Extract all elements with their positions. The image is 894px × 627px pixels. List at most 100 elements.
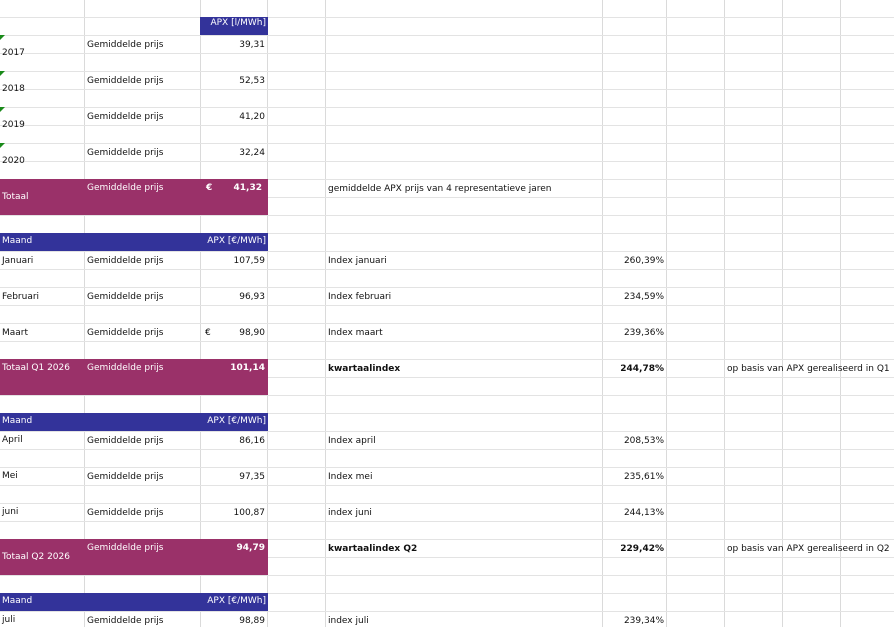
total-value[interactable]: 41,32	[233, 183, 262, 193]
avg-price-label[interactable]: Gemiddelde prijs	[87, 328, 164, 338]
total-label[interactable]: Totaal	[2, 192, 29, 202]
row-divider	[0, 377, 894, 378]
quarter-note[interactable]: op basis van APX gerealiseerd in Q2	[727, 544, 890, 554]
index-label[interactable]: Index januari	[328, 256, 387, 266]
month-cell[interactable]: April	[2, 435, 23, 445]
avg-price-label[interactable]: Gemiddelde prijs	[87, 256, 164, 266]
avg-price-value[interactable]: 39,31	[239, 40, 265, 50]
avg-price-value[interactable]: 32,24	[239, 148, 265, 158]
column-divider	[325, 0, 326, 627]
row-divider	[0, 197, 894, 198]
total-value[interactable]: 94,79	[236, 543, 265, 553]
year-cell[interactable]: 2020	[2, 156, 25, 166]
total-desc[interactable]: Gemiddelde prijs	[87, 543, 164, 553]
avg-price-value[interactable]: 86,16	[239, 436, 265, 446]
index-label[interactable]: Index februari	[328, 292, 392, 302]
index-label[interactable]: index juli	[328, 616, 369, 626]
month-cell[interactable]: Maart	[2, 328, 29, 338]
avg-price-label[interactable]: Gemiddelde prijs	[87, 508, 164, 518]
avg-price-label[interactable]: Gemiddelde prijs	[87, 616, 164, 626]
avg-price-label[interactable]: Gemiddelde prijs	[87, 76, 164, 86]
column-divider	[724, 0, 725, 627]
row-divider	[0, 593, 894, 594]
month-header[interactable]: Maand	[2, 416, 33, 426]
row-divider	[0, 143, 894, 144]
total-desc[interactable]: Gemiddelde prijs	[87, 183, 164, 193]
error-indicator-icon	[0, 35, 5, 40]
row-divider	[0, 215, 894, 216]
avg-price-value[interactable]: 98,90	[239, 328, 265, 338]
total-label[interactable]: Totaal Q2 2026	[2, 552, 70, 562]
avg-price-label[interactable]: Gemiddelde prijs	[87, 292, 164, 302]
q2-header-band	[0, 413, 268, 431]
row-divider	[0, 575, 894, 576]
quarter-index-label[interactable]: kwartaalindex Q2	[328, 544, 418, 554]
index-value[interactable]: 235,61%	[623, 472, 664, 482]
month-cell[interactable]: Januari	[2, 256, 34, 266]
month-cell[interactable]: Februari	[2, 292, 40, 302]
index-value[interactable]: 239,34%	[623, 616, 664, 626]
error-indicator-icon	[0, 107, 5, 112]
apx-header-label[interactable]: APX [€/MWh]	[207, 236, 266, 246]
index-label[interactable]: index juni	[328, 508, 372, 518]
month-cell[interactable]: juni	[2, 507, 19, 517]
row-divider	[0, 467, 894, 468]
total-note[interactable]: gemiddelde APX prijs van 4 representatie…	[328, 184, 552, 194]
avg-price-label[interactable]: Gemiddelde prijs	[87, 112, 164, 122]
avg-price-value[interactable]: 100,87	[233, 508, 266, 518]
index-label[interactable]: Index april	[328, 436, 376, 446]
row-divider	[0, 305, 894, 306]
avg-price-value[interactable]: 107,59	[233, 256, 266, 266]
index-value[interactable]: 234,59%	[623, 292, 664, 302]
month-cell[interactable]: Mei	[2, 471, 18, 481]
row-divider	[0, 17, 894, 18]
avg-price-value[interactable]: 98,89	[239, 616, 265, 626]
row-divider	[0, 179, 894, 180]
index-label[interactable]: Index mei	[328, 472, 373, 482]
total-label[interactable]: Totaal Q1 2026	[2, 363, 70, 373]
index-value[interactable]: 244,13%	[623, 508, 664, 518]
year-cell[interactable]: 2017	[2, 48, 25, 58]
quarter-index-value[interactable]: 244,78%	[620, 364, 664, 374]
column-divider	[840, 0, 841, 627]
apx-header-label[interactable]: APX [€/MWh]	[207, 416, 266, 426]
row-divider	[0, 89, 894, 90]
total-value[interactable]: 101,14	[230, 363, 265, 373]
quarter-index-value[interactable]: 229,42%	[620, 544, 664, 554]
avg-price-label[interactable]: Gemiddelde prijs	[87, 472, 164, 482]
year-cell[interactable]: 2018	[2, 84, 25, 94]
row-divider	[0, 233, 894, 234]
total-desc[interactable]: Gemiddelde prijs	[87, 363, 164, 373]
row-divider	[0, 161, 894, 162]
month-cell[interactable]: juli	[2, 615, 16, 625]
error-indicator-icon	[0, 71, 5, 76]
avg-price-label[interactable]: Gemiddelde prijs	[87, 436, 164, 446]
column-divider	[267, 0, 268, 627]
index-value[interactable]: 260,39%	[623, 256, 664, 266]
index-label[interactable]: Index maart	[328, 328, 383, 338]
quarter-note[interactable]: op basis van APX gerealiseerd in Q1	[727, 364, 890, 374]
row-divider	[0, 107, 894, 108]
index-value[interactable]: 208,53%	[623, 436, 664, 446]
row-divider	[0, 71, 894, 72]
apx-header-cell[interactable]	[200, 17, 268, 35]
column-divider	[84, 0, 85, 627]
row-divider	[0, 287, 894, 288]
row-divider	[0, 503, 894, 504]
row-divider	[0, 269, 894, 270]
row-divider	[0, 53, 894, 54]
year-cell[interactable]: 2019	[2, 120, 25, 130]
avg-price-label[interactable]: Gemiddelde prijs	[87, 148, 164, 158]
avg-price-label[interactable]: Gemiddelde prijs	[87, 40, 164, 50]
avg-price-value[interactable]: 52,53	[239, 76, 265, 86]
month-header[interactable]: Maand	[2, 236, 33, 246]
apx-header-label[interactable]: APX [€/MWh]	[207, 596, 266, 606]
avg-price-value[interactable]: 97,35	[239, 472, 265, 482]
total-row-band	[0, 179, 268, 215]
avg-price-value[interactable]: 96,93	[239, 292, 265, 302]
month-header[interactable]: Maand	[2, 596, 33, 606]
index-value[interactable]: 239,36%	[623, 328, 664, 338]
quarter-index-label[interactable]: kwartaalindex	[328, 364, 401, 374]
avg-price-value[interactable]: 41,20	[239, 112, 265, 122]
